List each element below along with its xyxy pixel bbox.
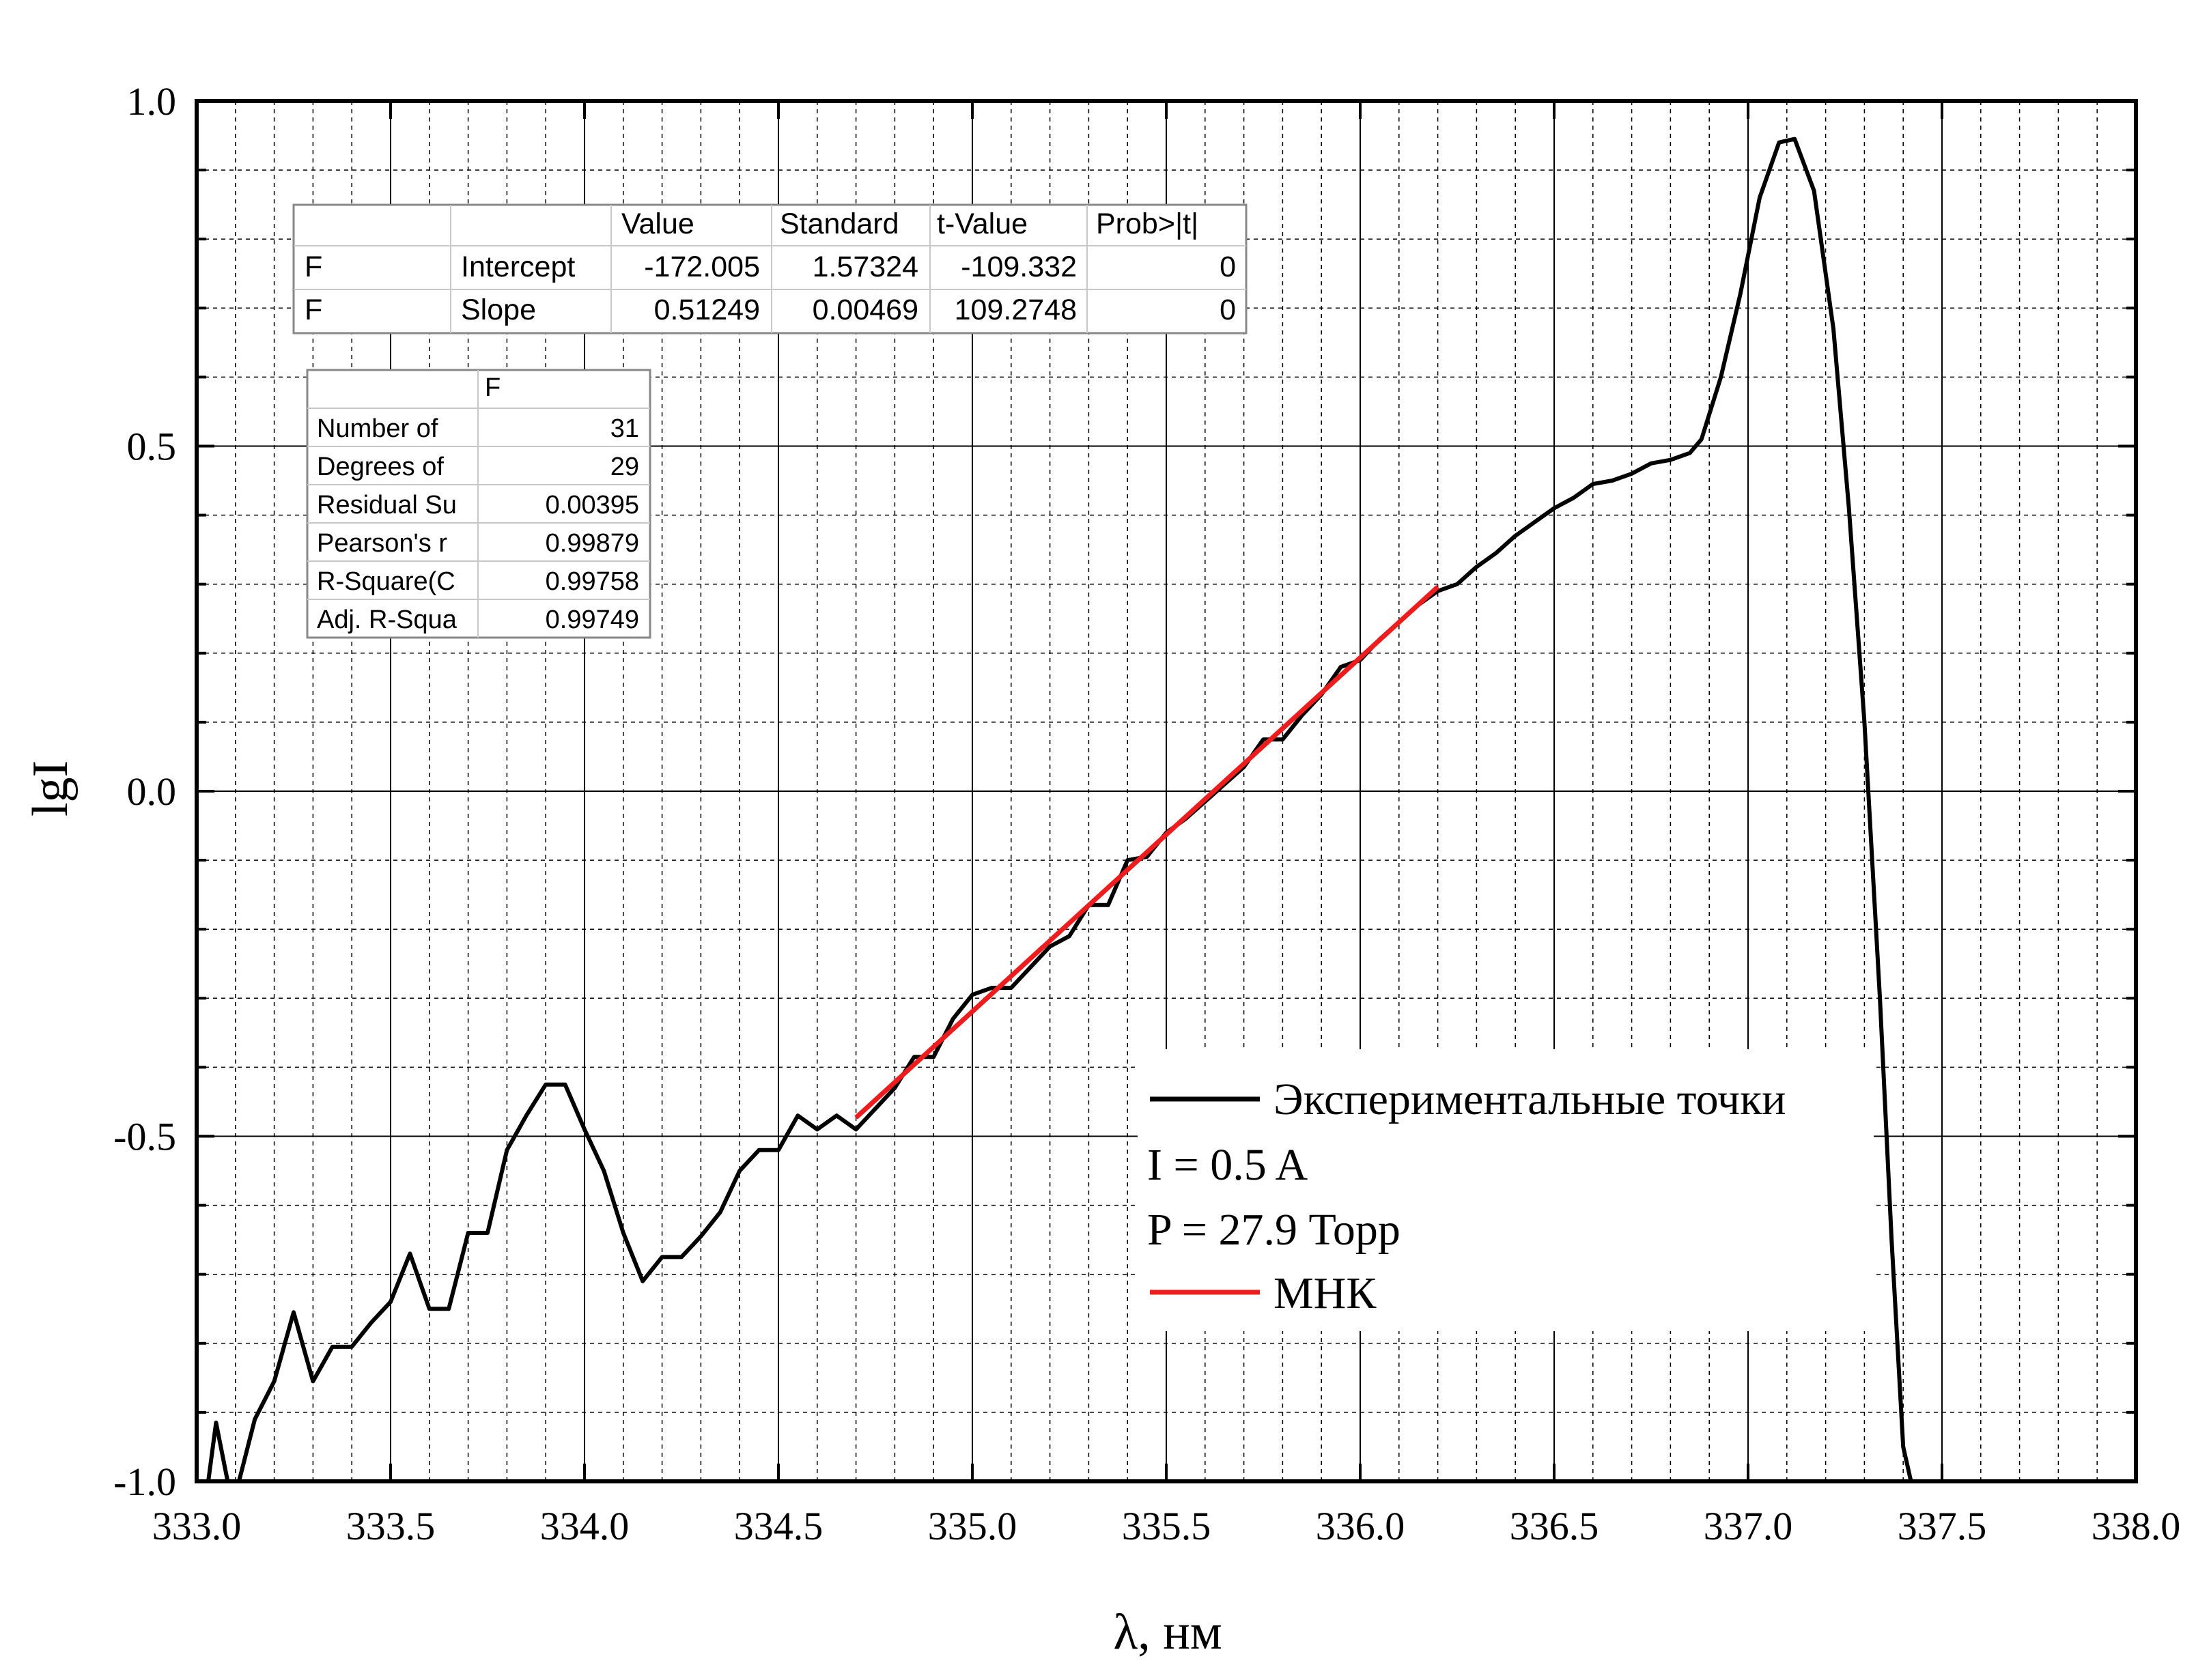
x-tick-label: 334.0 (540, 1504, 630, 1548)
legend-current-text: I = 0.5 A (1147, 1140, 1308, 1190)
x-tick-label: 336.0 (1316, 1504, 1405, 1548)
y-tick-label: -0.5 (113, 1115, 176, 1159)
legend-box (1138, 1049, 1874, 1331)
fit-row2-standard: 0.00469 (813, 294, 918, 326)
stats-row-value: 0.00395 (546, 491, 639, 519)
fit-row1-standard: 1.57324 (813, 251, 918, 283)
y-tick-label: 1.0 (127, 79, 177, 124)
y-tick-label: -1.0 (113, 1460, 176, 1504)
x-tick-label: 338.0 (2092, 1504, 2181, 1548)
fit-row1-param: Intercept (461, 251, 575, 283)
x-tick-label: 337.0 (1704, 1504, 1793, 1548)
legend-label-fit: МНК (1273, 1268, 1377, 1318)
stats-row-value: 0.99758 (546, 567, 639, 596)
fit-row2-param: Slope (461, 294, 536, 326)
y-axis-title: lgI (23, 760, 79, 816)
fit-row1-name: F (305, 251, 322, 283)
fit-row2-prob: 0 (1220, 294, 1236, 326)
x-tick-label: 333.0 (152, 1504, 242, 1548)
x-tick-label: 333.5 (346, 1504, 436, 1548)
stats-row-value: 0.99749 (546, 606, 639, 634)
stats-row-label: Residual Su (317, 491, 457, 519)
x-tick-label: 335.5 (1122, 1504, 1211, 1548)
legend: Экспериментальные точки I = 0.5 A P = 27… (1138, 1049, 1874, 1331)
x-tick-label: 335.0 (928, 1504, 1017, 1548)
stats-row-label: Pearson's r (317, 529, 447, 558)
fit-row1-prob: 0 (1220, 251, 1236, 283)
fit-row2-value: 0.51249 (654, 294, 760, 326)
stats-row-value: 31 (610, 414, 639, 443)
stats-row-value: 29 (610, 453, 639, 481)
x-tick-label: 337.5 (1898, 1504, 1987, 1548)
fit-parameters-table: Value Standard t-Value Prob>|t| F Interc… (292, 203, 1248, 334)
series-group (206, 137, 1913, 1481)
x-tick-label: 334.5 (734, 1504, 824, 1548)
fit-row1-tvalue: -109.332 (961, 251, 1077, 283)
stats-row-label: Adj. R-Squa (317, 606, 458, 634)
stats-row-label: R-Square(C (317, 567, 455, 596)
stats-rows: Number of 31 Degrees of 29 Residual Su 0.0039… (307, 408, 650, 634)
fit-row2-name: F (305, 294, 322, 326)
stats-header: F (485, 373, 501, 402)
fit-header-tvalue: t-Value (937, 208, 1028, 240)
stats-row-label: Number of (317, 414, 438, 443)
plot-frame (195, 99, 2138, 1483)
fit-statistics-table: F Number of 31 Degrees of 29 Residual Su 0.00… (306, 369, 651, 639)
fit-row1-value: -172.005 (644, 251, 760, 283)
x-tick-label: 336.5 (1510, 1504, 1599, 1548)
x-axis-title: λ, нм (1113, 1604, 1222, 1660)
series-fit-line (854, 585, 1439, 1120)
legend-label-experimental: Экспериментальные точки (1273, 1074, 1786, 1124)
fit-header-prob: Prob>|t| (1096, 208, 1198, 240)
legend-pressure-text: P = 27.9 Торр (1147, 1205, 1400, 1255)
series-experimental-line (206, 137, 1913, 1481)
series-lines (206, 137, 1913, 1481)
y-tick-label: 0.5 (127, 425, 177, 469)
y-tick-label: 0.0 (127, 769, 177, 814)
fit-header-value: Value (621, 208, 694, 240)
fit-header-standard: Standard (780, 208, 899, 240)
fit-row2-tvalue: 109.2748 (955, 294, 1077, 326)
tick-labels: 333.0 333.5 334.0 334.5 335.0 335.5 336.0 336.5… (113, 79, 2180, 1548)
stats-row-value: 0.99879 (546, 529, 639, 558)
stats-row-label: Degrees of (317, 453, 444, 481)
